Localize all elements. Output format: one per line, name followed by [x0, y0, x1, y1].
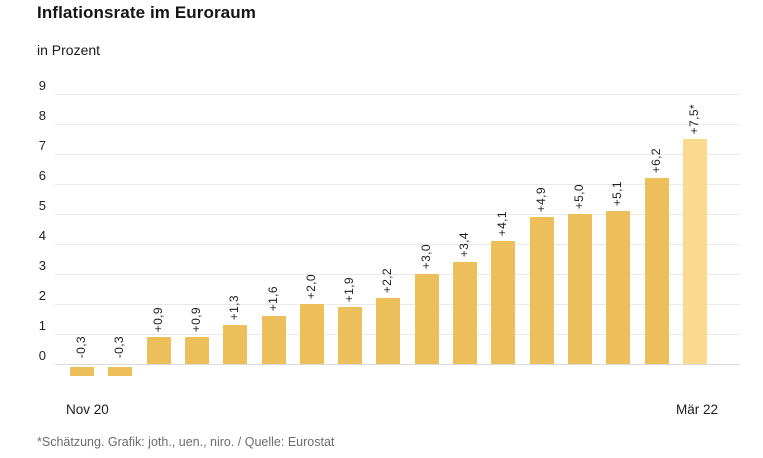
bar: [108, 367, 133, 376]
x-axis-label-start: Nov 20: [66, 402, 109, 417]
gridline: [55, 154, 740, 155]
bar-value-label: +2,2: [380, 267, 395, 293]
bar: [567, 214, 592, 364]
y-axis-tick-label: 9: [38, 78, 46, 93]
bar-value-label: +5,1: [610, 180, 625, 206]
chart-title: Inflationsrate im Euroraum: [37, 3, 256, 22]
bar-value-label: +1,3: [227, 294, 242, 320]
bar-value-label: +6,2: [648, 147, 663, 173]
source-note: *Schätzung. Grafik: joth., uen., niro. /…: [37, 435, 335, 449]
bar: [70, 367, 94, 376]
bar-value-label: +3,4: [457, 231, 471, 257]
y-axis-tick-label: 7: [38, 138, 46, 153]
bar-value-label: -0,3: [74, 335, 88, 358]
bar: [261, 316, 286, 364]
y-axis-tick-label: 3: [38, 258, 46, 273]
y-axis-tick-label: 1: [38, 318, 46, 333]
gridline: [55, 124, 740, 125]
bar: [299, 304, 324, 364]
bar-value-label: +0,9: [150, 306, 165, 332]
chart-subtitle: in Prozent: [37, 42, 101, 58]
zero-gridline: [55, 364, 740, 365]
y-axis-tick-label: 2: [38, 288, 46, 303]
x-axis-label-end: Mär 22: [675, 402, 718, 417]
bar-value-label: +7,5*: [686, 103, 701, 134]
bar: [453, 262, 477, 364]
gridline: [55, 274, 740, 275]
bar: [146, 337, 171, 364]
gridline: [55, 214, 740, 215]
bar-value-label: -0,3: [112, 335, 127, 358]
bar-value-label: +2,0: [303, 273, 318, 299]
bar: [338, 307, 363, 364]
bar: [223, 325, 248, 364]
gridline: [55, 184, 740, 185]
bar-value-label: +1,9: [342, 276, 357, 302]
bar: [606, 211, 631, 364]
y-axis-tick-label: 4: [38, 228, 46, 243]
bar: [644, 178, 669, 364]
bar-value-label: +3,0: [418, 243, 433, 269]
y-axis-tick-label: 8: [38, 108, 46, 123]
bar-value-label: +4,1: [495, 210, 510, 236]
bar: [491, 241, 516, 364]
y-axis-tick-label: 5: [38, 198, 46, 213]
bar: [184, 337, 209, 364]
bar: [414, 274, 439, 364]
gridline: [55, 94, 740, 95]
bar: [529, 217, 554, 364]
gridline: [55, 244, 740, 245]
bar-value-label: +0,9: [188, 306, 203, 332]
bar: [376, 298, 401, 364]
y-axis-tick-label: 6: [38, 168, 46, 183]
bar-value-label: +4,9: [533, 186, 548, 212]
bar-estimate: [682, 139, 707, 364]
bar-value-label: +1,6: [265, 285, 280, 311]
bar-value-label: +5,0: [571, 183, 586, 209]
y-axis-tick-label: 0: [38, 348, 46, 363]
